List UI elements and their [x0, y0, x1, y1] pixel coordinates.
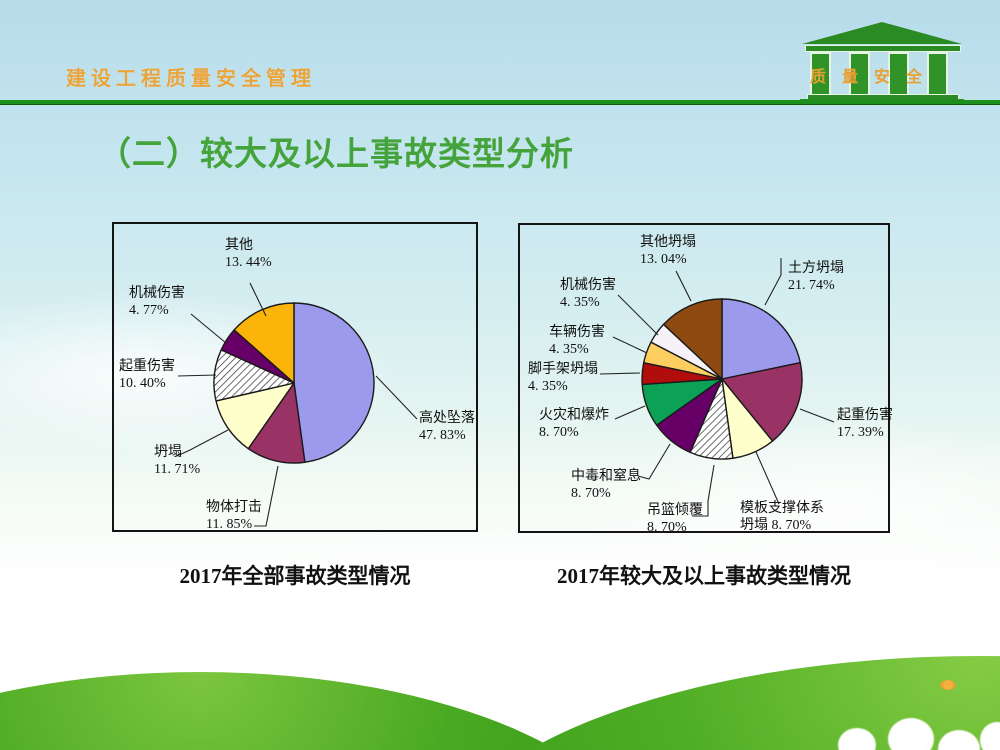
label-leader-line	[764, 258, 782, 306]
label-leader-line	[799, 408, 835, 423]
quality-safety-temple-logo: 质量安全	[800, 10, 964, 105]
pie-slice-label: 机械伤害 4. 35%	[560, 277, 616, 311]
pie-label-line: 脚手架坍塌	[528, 362, 598, 377]
pie-label-line: 11. 71%	[154, 462, 201, 477]
pie-slice-label: 脚手架坍塌 4. 35%	[528, 361, 598, 395]
pie-label-line: 13. 44%	[225, 255, 272, 270]
pie-slice-label: 其他坍塌 13. 04%	[640, 234, 696, 268]
pie-slice-label: 中毒和窒息 8. 70%	[571, 468, 641, 502]
pie-slice	[721, 362, 803, 442]
pie-svg	[176, 282, 418, 527]
pie-label-line: 8. 70%	[647, 520, 687, 535]
label-leader-line	[675, 270, 692, 302]
pie-label-line: 坍塌 8. 70%	[740, 518, 812, 533]
label-leader-line	[176, 429, 229, 457]
pie-label-line: 起重伤害	[119, 359, 175, 374]
pie-label-line: 8. 70%	[539, 425, 579, 440]
pie-label-line: 其他坍塌	[640, 235, 696, 250]
pie-label-line: 11. 85%	[206, 517, 253, 532]
pie-label-line: 4. 35%	[549, 342, 589, 357]
header-divider-line	[0, 100, 1000, 105]
label-leader-line	[375, 375, 418, 420]
pie-label-line: 土方坍塌	[788, 261, 844, 276]
pie-label-line: 吊篮倾覆	[647, 503, 703, 518]
header-title: 建设工程质量安全管理	[66, 68, 316, 90]
pie-slice-label: 吊篮倾覆 8. 70%	[647, 502, 703, 536]
pie-slice-label: 高处坠落 47. 83%	[419, 410, 475, 444]
pie-slice-label: 起重伤害 10. 40%	[119, 358, 175, 392]
pie-label-line: 机械伤害	[560, 278, 616, 293]
label-leader-line	[190, 313, 227, 344]
label-leader-line	[599, 372, 641, 375]
pie-slice	[662, 298, 723, 380]
pie-slice	[721, 298, 802, 380]
pie-label-line: 其他	[225, 238, 253, 253]
pie-label-line: 8. 70%	[571, 486, 611, 501]
pie-slice-label: 机械伤害 4. 77%	[129, 285, 185, 319]
pie-label-line: 21. 74%	[788, 278, 835, 293]
pie-slice-label: 其他 13. 44%	[225, 237, 272, 271]
pie-label-line: 4. 35%	[560, 295, 600, 310]
label-leader-line	[637, 443, 671, 480]
pie-label-line: 火灾和爆炸	[539, 408, 609, 423]
pie-label-line: 13. 04%	[640, 252, 687, 267]
label-leader-line	[249, 282, 267, 317]
pie-chart-all-accidents: 高处坠落 47. 83% 物体打击 11. 85% 坍塌 11. 71% 起重伤害 10. 4…	[112, 222, 478, 532]
chart-caption-right: 2017年较大及以上事故类型情况	[557, 564, 851, 588]
pie-label-line: 物体打击	[206, 500, 262, 515]
pie-slice-label: 坍塌 11. 71%	[154, 444, 200, 478]
logo-roof-icon	[802, 22, 962, 44]
logo-text: 质量安全	[810, 69, 939, 86]
pie-label-line: 坍塌	[154, 445, 182, 460]
label-leader-line	[612, 336, 648, 354]
white-flower-decoration	[838, 728, 876, 750]
label-leader-line	[755, 451, 780, 505]
pie-label-line: 4. 77%	[129, 303, 169, 318]
chart-caption-left: 2017年全部事故类型情况	[179, 564, 411, 588]
white-flower-decoration	[938, 730, 980, 750]
pie-slice-label: 车辆伤害 4. 35%	[549, 324, 605, 358]
pie-label-line: 10. 40%	[119, 376, 166, 391]
pie-svg	[599, 258, 835, 517]
pie-label-line: 机械伤害	[129, 286, 185, 301]
label-leader-line	[692, 464, 715, 517]
pie-slice-label: 物体打击 11. 85%	[206, 499, 262, 533]
pie-slice-label: 模板支撑体系 坍塌 8. 70%	[740, 500, 824, 534]
orange-flower-decoration	[940, 680, 956, 690]
pie-label-line: 4. 35%	[528, 379, 568, 394]
white-flower-decoration	[888, 718, 934, 750]
logo-beam	[805, 45, 961, 52]
pie-label-line: 47. 83%	[419, 428, 466, 443]
white-flower-decoration	[980, 722, 1000, 750]
label-leader-line	[617, 294, 659, 336]
pie-label-line: 中毒和窒息	[571, 469, 641, 484]
pie-slice-label: 土方坍塌 21. 74%	[788, 260, 844, 294]
pie-slice	[233, 302, 295, 384]
pie-label-line: 起重伤害	[837, 408, 893, 423]
pie-slice-label: 起重伤害 17. 39%	[837, 407, 893, 441]
pie-label-line: 17. 39%	[837, 425, 884, 440]
label-leader-line	[254, 465, 279, 527]
pie-slice-label: 火灾和爆炸 8. 70%	[539, 407, 609, 441]
slide-title: （二）较大及以上事故类型分析	[98, 137, 574, 173]
pie-label-line: 模板支撑体系	[740, 501, 824, 516]
pie-label-line: 高处坠落	[419, 411, 475, 426]
pie-slice	[293, 302, 375, 463]
pie-label-line: 车辆伤害	[549, 325, 605, 340]
label-leader-line	[614, 405, 646, 420]
label-leader-line	[177, 374, 217, 377]
pie-chart-major-accidents: 土方坍塌 21. 74% 起重伤害 17. 39% 模板支撑体系 坍塌 8. 70% 吊篮倾…	[518, 223, 893, 536]
